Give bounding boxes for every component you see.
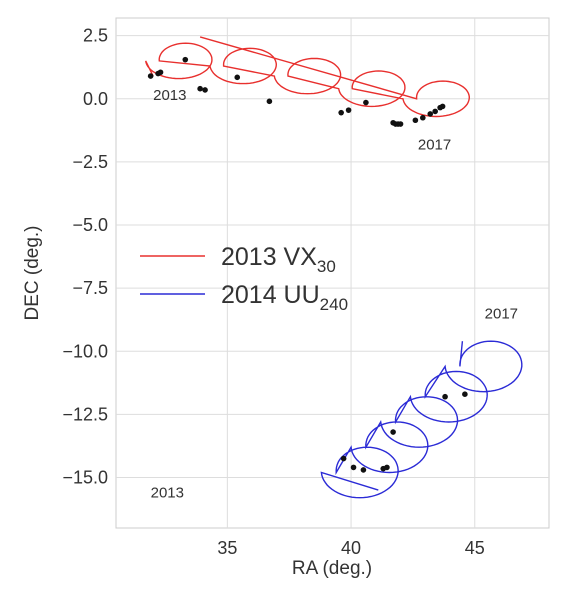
data-point <box>234 74 241 81</box>
data-point <box>147 73 154 79</box>
y-tick-label: 0.0 <box>83 89 108 109</box>
data-point <box>432 108 438 115</box>
x-tick-label: 35 <box>217 538 237 558</box>
legend-label-2014uu240: 2014 UU240 <box>221 281 348 314</box>
annotations: 2013 2017 2017 2013 <box>151 87 518 502</box>
data-point <box>442 393 448 400</box>
data-point <box>345 107 352 113</box>
y-tick-label: −10.0 <box>62 341 108 361</box>
data-point <box>157 69 164 76</box>
data-point <box>439 103 446 110</box>
annotation-label: 2013 <box>153 87 186 104</box>
y-axis-label: DEC (deg.) <box>22 225 43 320</box>
data-point <box>360 467 367 473</box>
data-point <box>340 455 347 462</box>
y-tick-label: 2.5 <box>83 26 108 46</box>
series-line-1 <box>320 340 523 499</box>
legend-label-2013vx30: 2013 VX30 <box>221 243 336 276</box>
data-point <box>363 99 369 106</box>
x-tick-label: 45 <box>465 538 485 558</box>
data-point <box>390 429 396 435</box>
annotation-label: 2017 <box>418 136 451 153</box>
y-tick-label: −2.5 <box>72 152 108 172</box>
annotation-label: 2017 <box>485 305 518 322</box>
data-point <box>202 87 208 93</box>
data-point <box>182 56 189 63</box>
y-tick-label: −15.0 <box>62 468 108 488</box>
gridlines <box>116 18 549 528</box>
y-tick-label: −5.0 <box>72 215 108 235</box>
trajectories <box>145 36 523 499</box>
plot-area <box>115 17 550 529</box>
annotation-label: 2013 <box>151 485 184 502</box>
data-point <box>427 111 434 117</box>
data-point <box>462 391 468 397</box>
x-tick-label: 40 <box>341 538 361 558</box>
data-point <box>420 114 426 121</box>
observation-points <box>147 56 468 473</box>
data-point <box>266 98 273 105</box>
data-point <box>338 109 344 116</box>
data-point <box>412 117 419 124</box>
x-axis-label: RA (deg.) <box>292 558 372 579</box>
data-point <box>397 121 404 127</box>
x-axis: 35 40 45 <box>217 538 484 558</box>
y-axis: 2.5 0.0 −2.5 −5.0 −7.5 −10.0 −12.5 −15.0 <box>62 26 108 488</box>
data-point <box>197 85 203 92</box>
series-line-0 <box>145 36 471 118</box>
data-point <box>384 464 390 471</box>
data-point <box>350 464 357 471</box>
y-tick-label: −7.5 <box>72 278 108 298</box>
y-tick-label: −12.5 <box>62 404 108 424</box>
legend: 2013 VX30 2014 UU240 <box>140 243 348 314</box>
